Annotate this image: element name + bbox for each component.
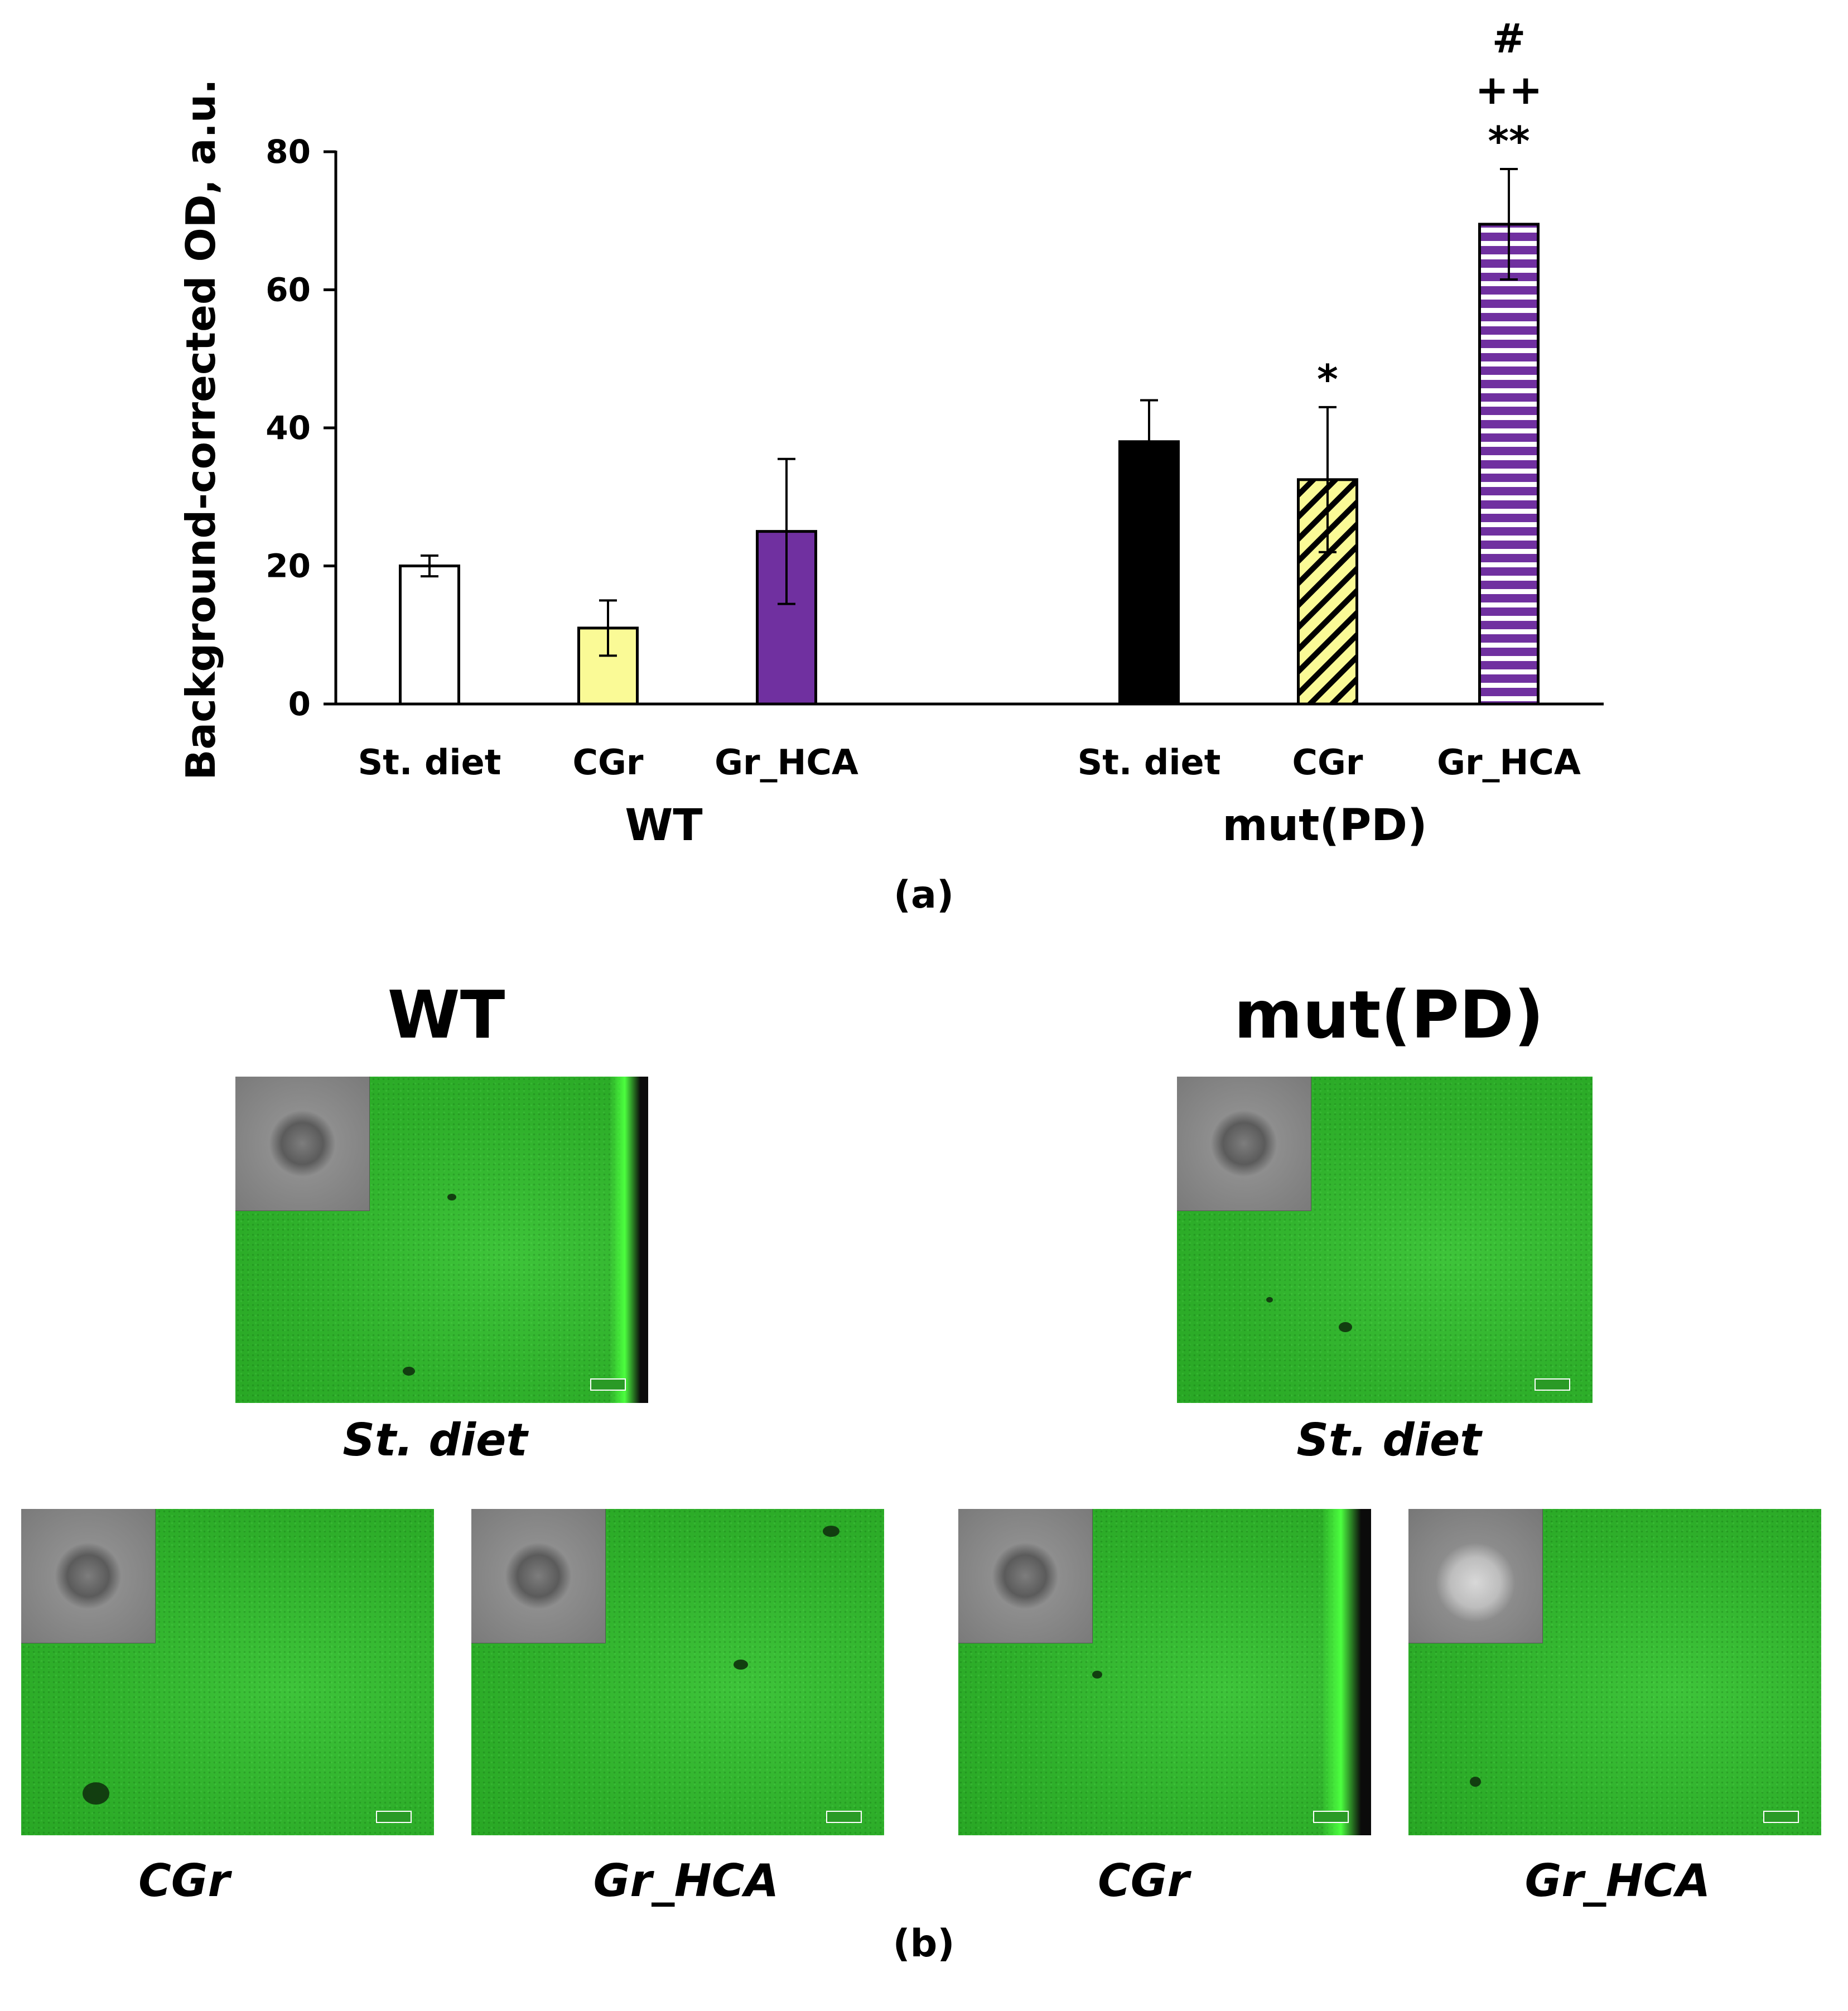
micrograph-inset	[21, 1509, 156, 1643]
scale-bar	[590, 1378, 626, 1391]
caption-mut-st-diet: St. diet	[1296, 1414, 1482, 1466]
y-tick-label: 80	[266, 133, 311, 171]
group-label-wt: WT	[625, 800, 703, 851]
significance-marker: *	[1317, 356, 1338, 403]
caption-mut-gr-hca: Gr_HCA	[1524, 1855, 1711, 1907]
caption-mut-cgr: CGr	[1098, 1855, 1189, 1907]
caption-wt-cgr: CGr	[138, 1855, 230, 1907]
bar-WT-St. diet	[399, 565, 460, 706]
scale-bar	[826, 1811, 862, 1823]
mut-section-title: mut(PD)	[1234, 976, 1544, 1053]
micrograph-mut-gr-hca	[1408, 1509, 1821, 1835]
y-tick-label: 20	[266, 547, 311, 585]
error-bar	[778, 457, 795, 605]
micrograph-inset	[235, 1077, 370, 1211]
tick-label-mut-gr-hca: Gr_HCA	[1437, 742, 1581, 783]
panel-label-a: (a)	[893, 873, 954, 917]
tick-label-mut-cgr: CGr	[1292, 742, 1363, 783]
scale-bar	[376, 1811, 412, 1823]
wt-section-title: WT	[387, 976, 505, 1053]
y-tick-label: 60	[266, 271, 311, 309]
error-bar	[1319, 406, 1336, 553]
scale-bar	[1535, 1378, 1570, 1391]
caption-wt-gr-hca: Gr_HCA	[593, 1855, 779, 1907]
micrograph-inset	[1177, 1077, 1311, 1211]
error-bar	[599, 599, 617, 657]
y-tick-label: 40	[266, 409, 311, 447]
significance-marker: **	[1488, 118, 1529, 165]
micrograph-inset	[471, 1509, 606, 1643]
caption-wt-st-diet: St. diet	[342, 1414, 528, 1466]
error-bar	[1140, 399, 1158, 484]
y-axis-label: Background-corrected OD, a.u.	[177, 79, 224, 780]
micrograph-inset	[958, 1509, 1093, 1643]
scale-bar	[1313, 1811, 1349, 1823]
micrograph-mut-st-diet	[1177, 1077, 1593, 1403]
group-label-mut: mut(PD)	[1222, 800, 1427, 851]
tick-label-wt-st-diet: St. diet	[358, 742, 501, 783]
micrograph-wt-st-diet	[235, 1077, 648, 1403]
error-bar	[421, 554, 438, 578]
bar-mut(PD)-St. diet	[1118, 440, 1180, 706]
error-bar	[1500, 167, 1518, 281]
bar-chart: 0 20 40 60 80 Background-corrected OD, a.u. *…	[177, 15, 1604, 780]
bar-mut(PD)-Gr_HCA	[1478, 223, 1540, 706]
micrograph-inset	[1408, 1509, 1543, 1643]
chart-bars: ***++#	[399, 15, 1543, 706]
micrograph-wt-cgr	[21, 1509, 434, 1835]
tick-label-mut-st-diet: St. diet	[1077, 742, 1221, 783]
panel-label-b: (b)	[892, 1922, 955, 1966]
significance-marker: ++	[1475, 66, 1543, 113]
y-tick-label: 0	[288, 685, 311, 723]
micrograph-wt-gr-hca	[471, 1509, 884, 1835]
bar-WT-Gr_HCA	[756, 530, 817, 706]
micrograph-mut-cgr	[958, 1509, 1371, 1835]
scale-bar	[1763, 1811, 1799, 1823]
significance-marker: #	[1492, 15, 1526, 62]
chart-axes: 0 20 40 60 80 Background-corrected OD, a.u.	[177, 79, 1604, 780]
tick-label-wt-gr-hca: Gr_HCA	[715, 742, 858, 783]
tick-label-wt-cgr: CGr	[572, 742, 644, 783]
